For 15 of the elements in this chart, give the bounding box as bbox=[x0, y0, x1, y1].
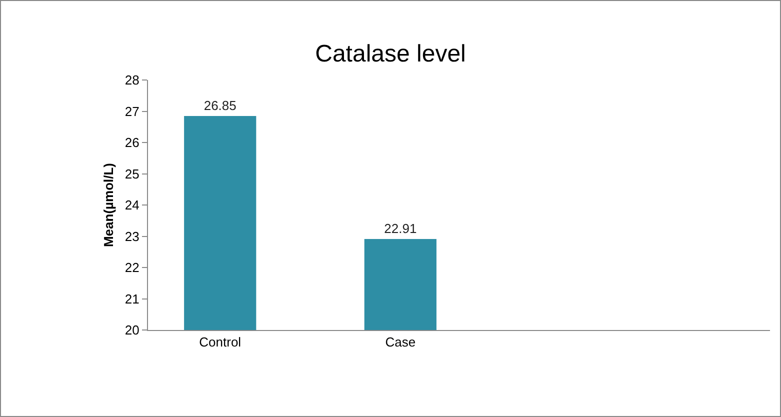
y-tick-label: 21 bbox=[124, 291, 140, 306]
y-tick-label: 25 bbox=[124, 166, 140, 182]
y-tick-label: 20 bbox=[124, 322, 140, 338]
y-tick-label: 23 bbox=[124, 228, 140, 244]
y-axis-title: Mean(µmol/L) bbox=[100, 162, 116, 248]
data-label: 26.85 bbox=[204, 98, 236, 113]
y-tick-label: 22 bbox=[124, 260, 140, 276]
chart-title: Catalase level bbox=[315, 40, 466, 68]
x-tick-label: Control bbox=[199, 334, 242, 350]
y-tick-label: 26 bbox=[124, 135, 140, 150]
y-tick-label: 27 bbox=[124, 104, 140, 119]
x-tick-label: Case bbox=[385, 334, 416, 350]
data-label: 22.91 bbox=[384, 221, 417, 236]
y-tick-label: 24 bbox=[124, 198, 140, 213]
y-tick-label: 28 bbox=[124, 72, 140, 88]
